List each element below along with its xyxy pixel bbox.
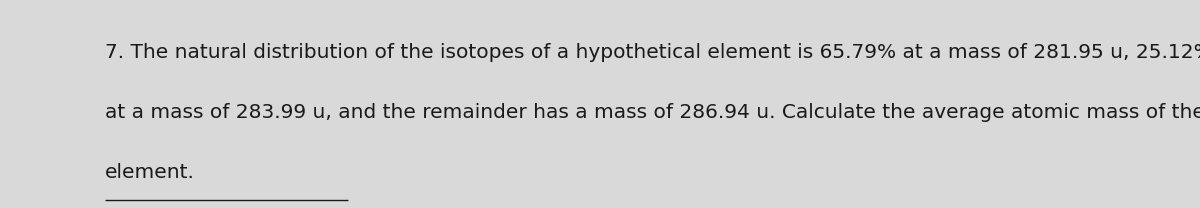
Text: element.: element.	[106, 163, 196, 182]
Text: at a mass of 283.99 u, and the remainder has a mass of 286.94 u. Calculate the a: at a mass of 283.99 u, and the remainder…	[106, 103, 1200, 122]
Text: 7. The natural distribution of the isotopes of a hypothetical element is 65.79% : 7. The natural distribution of the isoto…	[106, 42, 1200, 62]
